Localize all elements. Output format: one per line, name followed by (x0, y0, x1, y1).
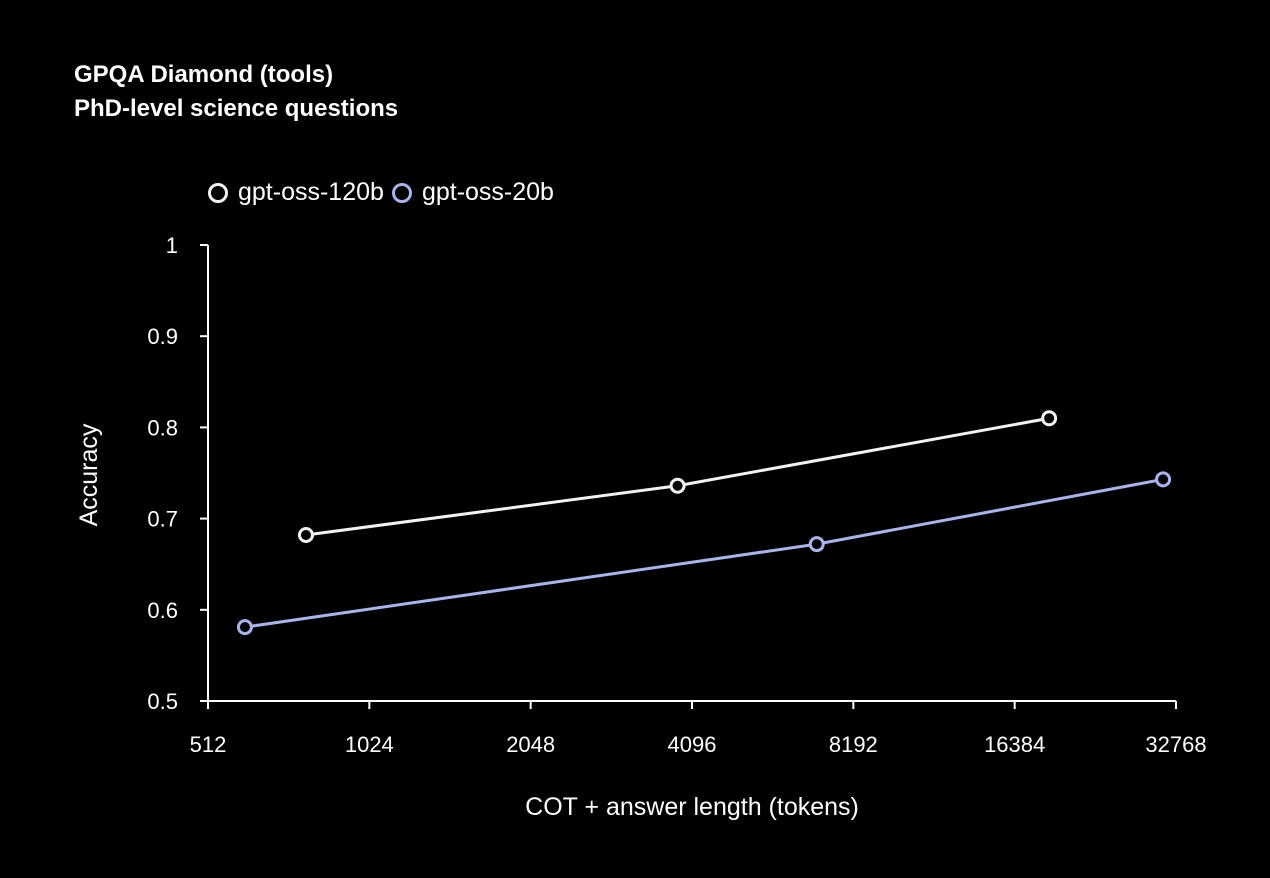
series-0-point-1 (669, 477, 686, 494)
legend-marker-20b (391, 182, 412, 203)
chart-subtitle: PhD-level science questions (74, 95, 399, 122)
series-line-0 (305, 416, 1050, 537)
y-tick-label: 0.6 (147, 598, 178, 623)
y-tick-label: 0.5 (147, 689, 178, 714)
legend-label-120b: gpt-oss-120b (238, 178, 384, 206)
series-0-point-0 (297, 527, 314, 544)
legend: gpt-oss-120b gpt-oss-20b (208, 178, 562, 207)
series-1-point-0 (236, 619, 253, 636)
series-1-point-1 (808, 536, 825, 553)
x-tick-label: 512 (190, 732, 227, 757)
x-tick-label: 2048 (506, 732, 555, 757)
y-tick-label: 0.9 (147, 324, 178, 349)
x-tick-label: 32768 (1145, 732, 1206, 757)
y-axis-label: Accuracy (75, 423, 103, 526)
x-tick-label: 1024 (345, 732, 394, 757)
x-tick-label: 8192 (829, 732, 878, 757)
series-1-point-2 (1155, 471, 1172, 488)
chart-header: GPQA Diamond (tools) PhD-level science q… (74, 58, 398, 126)
x-tick-label: 4096 (668, 732, 717, 757)
legend-label-20b: gpt-oss-20b (421, 178, 554, 206)
y-tick-label: 1 (166, 233, 178, 258)
x-tick-label: 16384 (984, 732, 1045, 757)
legend-item-120b: gpt-oss-120b (208, 178, 384, 207)
x-axis-label: COT + answer length (tokens) (525, 793, 859, 821)
y-tick-label: 0.8 (147, 415, 178, 440)
chart-title: GPQA Diamond (tools) (74, 61, 334, 88)
y-tick-label: 0.7 (147, 507, 178, 532)
axes: 0.5 0.6 0.7 0.8 0.9 1 512 1024 2048 4096 8192 16384… (147, 233, 1206, 757)
series-line-1 (244, 477, 1164, 629)
series-layer (236, 410, 1172, 636)
series-0-point-2 (1041, 410, 1058, 427)
legend-item-20b: gpt-oss-20b (391, 178, 554, 207)
legend-marker-120b (208, 182, 228, 203)
